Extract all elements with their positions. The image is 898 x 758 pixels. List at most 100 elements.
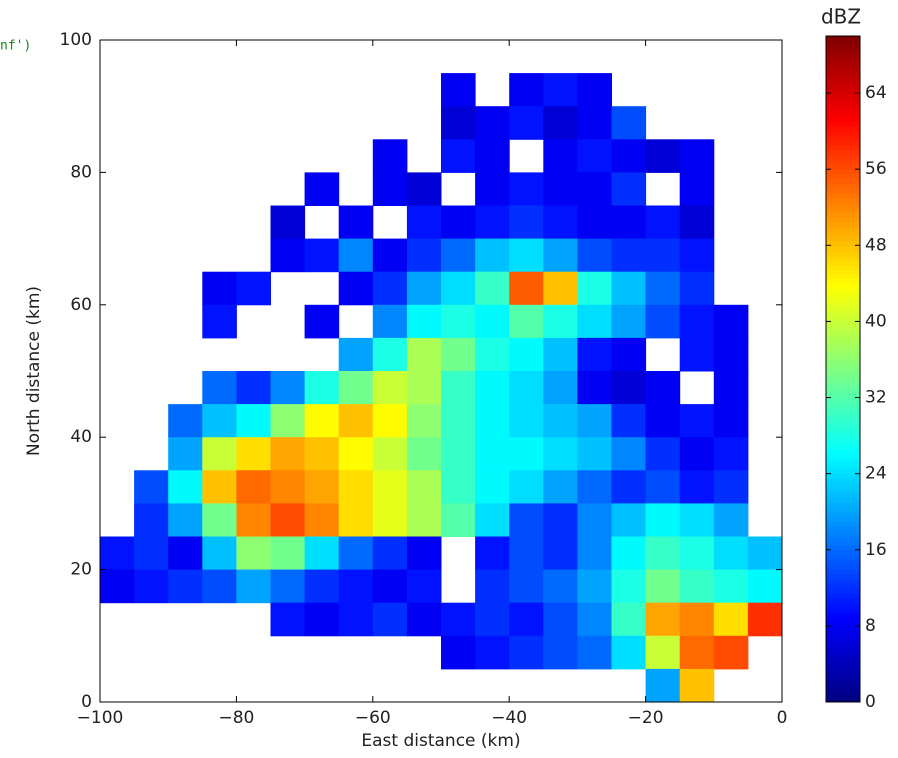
radar-cell: [577, 470, 612, 504]
radar-cell: [475, 371, 510, 405]
colorbar-segment: [826, 635, 860, 640]
radar-cell: [680, 537, 715, 571]
radar-cell: [714, 305, 749, 339]
radar-cell: [612, 206, 647, 240]
radar-cell: [305, 239, 340, 273]
colorbar-segment: [826, 483, 860, 488]
radar-cell: [509, 172, 544, 206]
radar-cell: [305, 404, 340, 438]
radar-cell: [509, 636, 544, 670]
radar-cell: [509, 404, 544, 438]
radar-cell: [612, 636, 647, 670]
colorbar-segment: [826, 393, 860, 398]
radar-cell: [475, 139, 510, 173]
radar-cell: [202, 570, 237, 604]
colorbar-segment: [826, 126, 860, 131]
radar-cell: [509, 206, 544, 240]
radar-cell: [509, 470, 544, 504]
radar-cell: [475, 172, 510, 206]
colorbar-segment: [826, 516, 860, 521]
radar-cell: [577, 503, 612, 537]
radar-cell: [373, 272, 408, 306]
radar-cell: [441, 338, 476, 372]
radar-cell: [373, 172, 408, 206]
colorbar-segment: [826, 245, 860, 250]
radar-cell: [407, 172, 442, 206]
radar-cell: [441, 239, 476, 273]
colorbar-segment: [826, 407, 860, 412]
colorbar-segment: [826, 288, 860, 293]
radar-cell: [373, 537, 408, 571]
colorbar-segment: [826, 255, 860, 260]
radar-cell: [100, 537, 135, 571]
radar-cell: [577, 305, 612, 339]
radar-cell: [543, 537, 578, 571]
colorbar-segment: [826, 222, 860, 227]
colorbar-segment: [826, 540, 860, 545]
x-axis-label: East distance (km): [361, 731, 520, 751]
colorbar-tick-label: 64: [865, 83, 887, 103]
colorbar-segment: [826, 459, 860, 464]
radar-cell: [271, 404, 306, 438]
colorbar-segment: [826, 188, 860, 193]
radar-cell: [680, 570, 715, 604]
colorbar-segment: [826, 545, 860, 550]
radar-cell: [646, 570, 681, 604]
radar-cell: [680, 503, 715, 537]
radar-cell: [509, 338, 544, 372]
radar-cell: [509, 537, 544, 571]
radar-cell: [612, 371, 647, 405]
radar-cell: [305, 503, 340, 537]
radar-cell: [373, 470, 408, 504]
radar-cell: [748, 603, 783, 637]
colorbar-segment: [826, 145, 860, 150]
radar-cell: [612, 570, 647, 604]
colorbar-segment: [826, 93, 860, 98]
colorbar-segment: [826, 640, 860, 645]
colorbar-segment: [826, 526, 860, 531]
radar-cell: [543, 437, 578, 471]
colorbar-tick-label: 8: [865, 616, 876, 636]
colorbar-segment: [826, 355, 860, 360]
colorbar-segment: [826, 478, 860, 483]
colorbar-segment: [826, 692, 860, 697]
radar-cell: [646, 470, 681, 504]
colorbar-segment: [826, 112, 860, 117]
radar-cell: [714, 503, 749, 537]
radar-cell: [714, 437, 749, 471]
x-tick-label: −40: [491, 708, 527, 728]
radar-cell: [509, 570, 544, 604]
radar-cell: [305, 537, 340, 571]
colorbar-segment: [826, 198, 860, 203]
radar-cell: [577, 139, 612, 173]
radar-cell: [407, 206, 442, 240]
radar-cell: [612, 106, 647, 140]
colorbar-segment: [826, 103, 860, 108]
radar-cell: [646, 272, 681, 306]
radar-cell: [236, 537, 271, 571]
radar-cell: [714, 338, 749, 372]
colorbar-segment: [826, 269, 860, 274]
colorbar-segment: [826, 455, 860, 460]
colorbar-segment: [826, 440, 860, 445]
colorbar-segment: [826, 84, 860, 89]
colorbar-segment: [826, 683, 860, 688]
radar-cell: [475, 537, 510, 571]
colorbar-segment: [826, 474, 860, 479]
radar-cell: [236, 570, 271, 604]
radar-cell: [202, 371, 237, 405]
radar-cell: [339, 537, 374, 571]
radar-cell: [271, 206, 306, 240]
colorbar-segment: [826, 678, 860, 683]
radar-cell: [441, 139, 476, 173]
radar-cell: [441, 73, 476, 107]
radar-cell: [714, 404, 749, 438]
radar-cell: [202, 305, 237, 339]
radar-cell: [168, 537, 203, 571]
radar-cell: [680, 603, 715, 637]
colorbar-segment: [826, 402, 860, 407]
colorbar-segment: [826, 669, 860, 674]
radar-cell: [714, 537, 749, 571]
radar-cell: [305, 371, 340, 405]
radar-cell: [271, 371, 306, 405]
